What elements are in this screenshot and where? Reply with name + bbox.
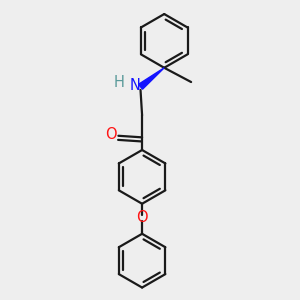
Polygon shape <box>139 68 164 89</box>
Text: H: H <box>114 76 125 91</box>
Text: O: O <box>106 127 117 142</box>
Text: O: O <box>136 210 148 225</box>
Text: N: N <box>129 78 140 93</box>
